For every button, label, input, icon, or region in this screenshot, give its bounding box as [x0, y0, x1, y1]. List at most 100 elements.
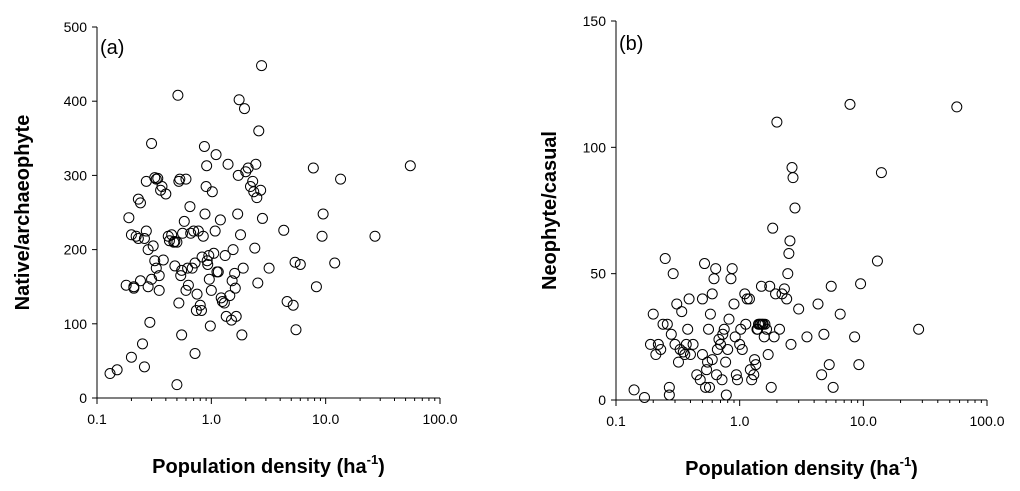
data-point — [197, 230, 209, 242]
data-point — [142, 281, 154, 293]
data-point — [229, 282, 241, 294]
data-point — [214, 214, 226, 226]
data-point — [369, 230, 381, 242]
data-point — [638, 391, 650, 403]
data-point — [725, 273, 737, 285]
y-tick-label: 500 — [64, 19, 88, 35]
data-point — [104, 368, 116, 380]
data-point — [731, 374, 743, 386]
data-point — [203, 250, 215, 262]
data-point — [694, 374, 706, 386]
data-point — [153, 284, 165, 296]
data-point — [233, 94, 245, 106]
data-point — [290, 324, 302, 336]
data-point — [676, 306, 688, 318]
data-point — [834, 308, 846, 320]
data-point — [655, 343, 667, 355]
data-point — [125, 351, 137, 363]
data-point — [178, 215, 190, 227]
x-tick-label: 1.0 — [202, 411, 222, 427]
data-point — [208, 247, 220, 259]
x-axis-title: Population density (ha-1) — [152, 452, 385, 478]
data-point — [194, 299, 206, 311]
data-point — [236, 329, 248, 341]
data-point — [671, 298, 683, 310]
data-point — [750, 359, 762, 371]
data-point — [793, 303, 805, 315]
data-point — [111, 364, 123, 376]
data-point — [786, 162, 798, 174]
data-point — [310, 281, 322, 293]
data-point — [708, 273, 720, 285]
x-axis-title-text: Population density (ha — [685, 458, 900, 480]
data-point — [130, 230, 142, 242]
data-point — [684, 349, 696, 361]
data-point — [263, 262, 275, 274]
y-tick-label: 200 — [64, 242, 88, 258]
data-point — [171, 236, 183, 248]
data-point — [209, 225, 221, 237]
data-point — [749, 354, 761, 366]
data-point — [238, 103, 250, 115]
data-point — [147, 240, 159, 252]
panel-a: 0 100 200 300 400 500 0.1 1.0 10.0 100.0 (a) Native… — [12, 19, 458, 478]
x-tick-label: 0.1 — [87, 411, 107, 427]
x-tick-label: 10.0 — [850, 413, 877, 429]
data-point — [256, 212, 268, 224]
data-point — [216, 296, 228, 308]
panel-b: 0 50 100 150 0.1 1.0 10.0 100.0 (b) Neophyte/casu… — [539, 13, 1005, 480]
data-point — [951, 101, 963, 113]
data-point — [156, 181, 168, 193]
data-point — [785, 338, 797, 350]
data-point — [256, 60, 268, 72]
data-point — [226, 275, 238, 287]
data-point — [699, 258, 711, 270]
data-point — [172, 89, 184, 101]
data-point — [703, 381, 715, 393]
data-point — [168, 236, 180, 248]
data-point — [138, 361, 150, 373]
data-point — [734, 338, 746, 350]
data-point — [665, 328, 677, 340]
data-point — [222, 158, 234, 170]
data-point — [335, 173, 347, 185]
y-tick-label: 100 — [583, 139, 607, 155]
data-point — [205, 284, 217, 296]
data-point — [281, 296, 293, 308]
y-tick-label: 400 — [64, 93, 88, 109]
x-tick-label: 100.0 — [969, 413, 1004, 429]
data-point — [746, 374, 758, 386]
data-point — [316, 230, 328, 242]
data-point — [294, 258, 306, 270]
y-tick-label: 50 — [590, 266, 606, 282]
data-point — [657, 318, 669, 330]
data-point — [242, 162, 254, 174]
data-point — [249, 242, 261, 254]
data-point — [718, 323, 730, 335]
data-point — [169, 260, 181, 272]
x-axis-title-close: ) — [378, 456, 385, 478]
data-point — [120, 279, 132, 291]
data-point — [235, 229, 247, 241]
data-point — [680, 338, 692, 350]
data-point — [173, 297, 185, 309]
data-point — [136, 338, 148, 350]
data-point — [784, 235, 796, 247]
data-point — [781, 293, 793, 305]
data-point — [144, 316, 156, 328]
data-point — [706, 288, 718, 300]
data-point — [682, 323, 694, 335]
data-point — [253, 125, 265, 137]
data-point — [232, 169, 244, 181]
data-point — [647, 308, 659, 320]
x-tick-label: 1.0 — [730, 413, 750, 429]
data-point — [743, 293, 755, 305]
data-point — [761, 323, 773, 335]
data-point — [789, 202, 801, 214]
data-point — [287, 299, 299, 311]
panel-label: (a) — [100, 37, 124, 59]
data-point — [706, 354, 718, 366]
data-point — [278, 224, 290, 236]
data-point — [723, 313, 735, 325]
data-point — [661, 318, 673, 330]
